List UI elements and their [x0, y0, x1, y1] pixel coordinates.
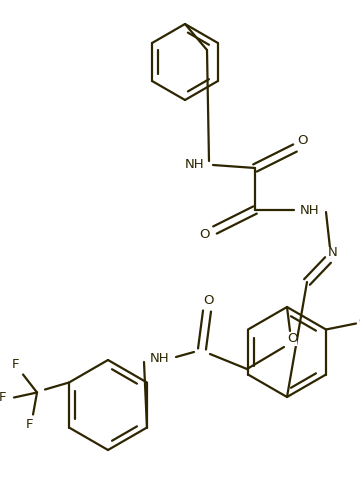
Text: O: O	[359, 315, 360, 328]
Text: N: N	[328, 246, 338, 259]
Text: NH: NH	[150, 352, 170, 366]
Text: F: F	[11, 358, 19, 371]
Text: O: O	[298, 133, 308, 147]
Text: NH: NH	[185, 158, 205, 172]
Text: F: F	[0, 391, 6, 404]
Text: O: O	[287, 333, 297, 345]
Text: O: O	[204, 295, 214, 308]
Text: F: F	[25, 418, 33, 431]
Text: O: O	[200, 227, 210, 241]
Text: NH: NH	[300, 204, 320, 216]
